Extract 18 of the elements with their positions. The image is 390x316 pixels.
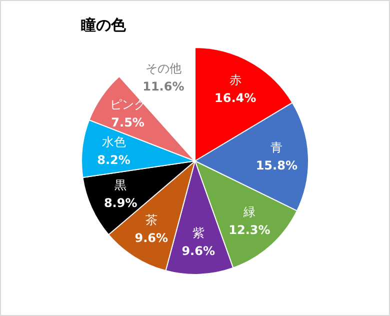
slice-label: 紫	[192, 226, 204, 240]
slice-label: 緑	[242, 205, 256, 220]
data-label: 12.3%	[228, 223, 270, 238]
chart-title: 瞳の色	[81, 16, 127, 34]
slice-label: 赤	[229, 73, 242, 88]
data-label: 8.9%	[104, 196, 138, 210]
slice-label: その他	[145, 61, 182, 76]
data-label: 7.5%	[111, 116, 144, 130]
data-label: 8.2%	[97, 153, 130, 168]
data-label: 15.8%	[256, 158, 298, 173]
data-label: 9.6%	[134, 231, 168, 246]
slice-label: 水色	[102, 135, 126, 150]
slice-label: 黒	[114, 178, 127, 192]
data-label: 16.4%	[214, 91, 256, 106]
slice-label: 青	[270, 140, 283, 155]
slice-label: 茶	[145, 213, 158, 228]
data-label: 9.6%	[182, 244, 215, 258]
data-label: 11.6%	[142, 79, 184, 94]
